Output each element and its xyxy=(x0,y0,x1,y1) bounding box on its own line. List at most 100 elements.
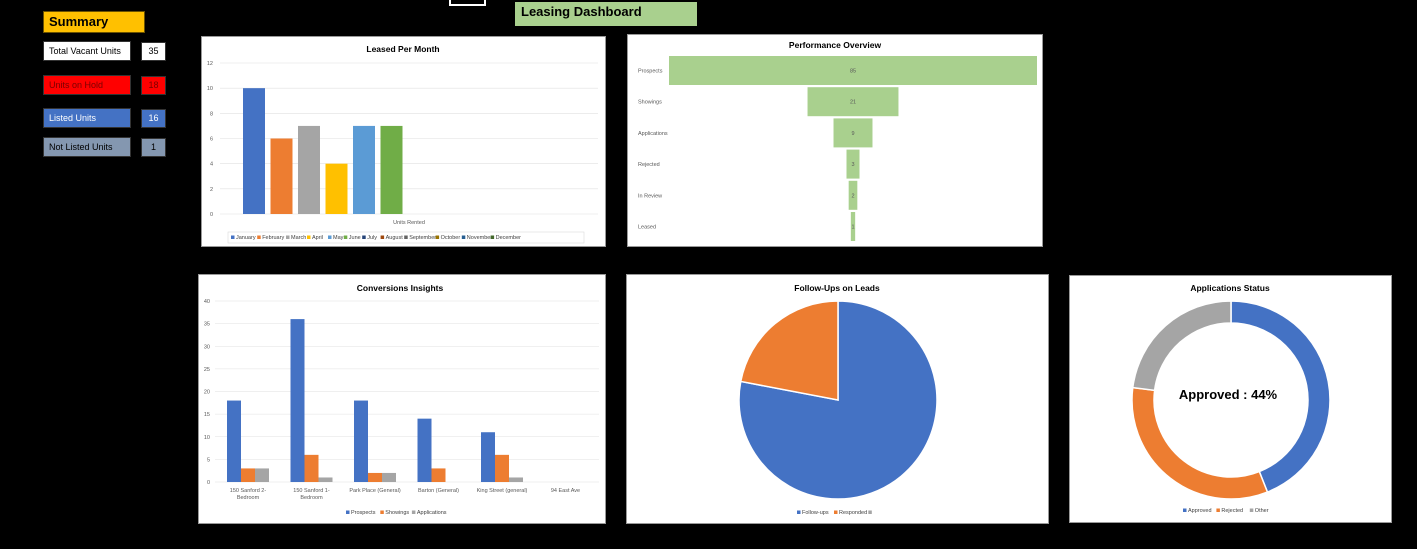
legend-label-january: January xyxy=(236,235,256,241)
funnel-bar-applications xyxy=(833,118,873,148)
summary-label-units-on-hold: Units on Hold xyxy=(43,75,131,95)
legend-swatch-rejected xyxy=(1216,508,1220,512)
funnel-bar-rejected xyxy=(846,149,860,179)
y-tick-label: 15 xyxy=(204,412,210,418)
funnel-category-leased: Leased xyxy=(638,225,656,231)
y-tick-label: 10 xyxy=(207,86,213,92)
legend-label-may: May xyxy=(333,235,344,241)
y-tick-label: 30 xyxy=(204,344,210,350)
y-tick-label: 25 xyxy=(204,367,210,373)
y-tick-label: 10 xyxy=(204,435,210,441)
y-tick-label: 0 xyxy=(210,212,213,218)
legend-swatch-showings xyxy=(380,510,384,514)
chart-title: Leased Per Month xyxy=(366,44,439,54)
legend-label-approved: Approved xyxy=(1188,508,1212,514)
summary-label-total-vacant-units: Total Vacant Units xyxy=(43,41,131,61)
funnel-bar-showings xyxy=(807,87,899,117)
chart-title: Performance Overview xyxy=(789,40,882,50)
funnel-category-showings: Showings xyxy=(638,100,662,106)
legend-swatch-other xyxy=(1249,508,1254,512)
y-tick-label: 8 xyxy=(210,111,213,117)
legend-swatch-june xyxy=(343,235,348,239)
x-tick-label: King Street (general) xyxy=(477,488,528,494)
legend-label-november: November xyxy=(467,235,493,241)
bar-prospects-king-street-general xyxy=(481,432,495,482)
y-tick-label: 6 xyxy=(210,137,213,143)
bar-january xyxy=(243,88,265,214)
legend: Approved Rejected Other xyxy=(1183,508,1269,514)
bar-february xyxy=(270,138,293,214)
bar-prospects-barton-general xyxy=(417,418,432,482)
bar-showings-barton-general xyxy=(431,468,446,482)
legend-swatch-responded xyxy=(834,510,838,514)
legend-label-responded: Responded xyxy=(839,510,867,516)
dashboard-title: Leasing Dashboard xyxy=(515,2,697,26)
y-tick-label: 35 xyxy=(204,322,210,328)
leased-per-month-chart: Leased Per Month 0 2 4 6 8 10 12 Units Rented Jan… xyxy=(201,36,606,247)
legend-swatch-november xyxy=(461,235,466,239)
summary-value-listed-units: 16 xyxy=(141,109,166,128)
segment-rejected xyxy=(1131,386,1269,500)
legend-label-april: April xyxy=(312,235,323,241)
legend-swatch-blank xyxy=(868,510,872,514)
legend-label-follow-ups: Follow-ups xyxy=(802,510,829,516)
funnel-category-prospects: Prospects xyxy=(638,69,663,75)
donut-center-label: Approved : 44% xyxy=(1179,387,1278,402)
bar-showings-park-place-general xyxy=(368,472,382,482)
funnel-value-in-review: 2 xyxy=(851,193,854,199)
funnel-category-applications: Applications xyxy=(638,131,668,137)
slice-responded xyxy=(739,300,839,401)
legend-swatch-may xyxy=(328,235,332,239)
legend-swatch-october xyxy=(435,235,440,239)
legend-swatch-march xyxy=(286,235,290,239)
summary-label-listed-units: Listed Units xyxy=(43,108,131,128)
legend-swatch-august xyxy=(380,235,385,239)
x-tick-label: 150 Sanford 2-Bedroom xyxy=(230,488,267,501)
legend-label-july: July xyxy=(367,235,377,241)
bar-april xyxy=(325,163,348,214)
y-tick-label: 5 xyxy=(207,457,210,463)
funnel-category-in-review: In Review xyxy=(638,193,662,199)
funnel-value-rejected: 3 xyxy=(851,162,854,168)
legend: January February March April May June July Augu… xyxy=(227,231,585,244)
bar-prospects-150-sanford-1-bedroom xyxy=(290,319,305,482)
legend-label-other: Other xyxy=(1255,508,1269,514)
legend-label-december: December xyxy=(496,235,522,241)
bar-applications-king-street-general xyxy=(509,477,523,482)
y-tick-label: 2 xyxy=(210,187,213,193)
y-tick-label: 40 xyxy=(204,299,210,305)
x-tick-label: 94 East Ave xyxy=(551,488,580,494)
performance-overview-svg: Performance Overview85Prospects21Showing… xyxy=(638,40,1037,241)
funnel-value-leased: 1 xyxy=(851,225,854,231)
legend-label-march: March xyxy=(291,235,306,241)
bar-showings-150-sanford-2-bedroom xyxy=(241,468,255,482)
funnel-value-prospects: 85 xyxy=(850,69,856,75)
legend-label-february: February xyxy=(262,235,284,241)
legend-label-june: June xyxy=(349,235,361,241)
summary-value-not-listed-units: 1 xyxy=(141,138,166,157)
bar-showings-king-street-general xyxy=(495,454,509,482)
x-tick-label: Barton (General) xyxy=(418,488,459,494)
conversions-insights-svg: Conversions Insights 0 5 10 15 20 25 30 35 40 150 … xyxy=(204,283,599,516)
legend-swatch-february xyxy=(257,235,261,239)
legend: Follow-ups Responded xyxy=(797,510,872,516)
bar-june xyxy=(380,125,403,214)
legend-swatch-december xyxy=(490,235,495,239)
legend-swatch-july xyxy=(362,235,366,239)
funnel-bar-in-review xyxy=(848,180,858,210)
funnel-value-showings: 21 xyxy=(850,100,856,106)
segment-other xyxy=(1131,300,1232,392)
bar-march xyxy=(298,125,320,214)
follow-ups-svg: Follow-Ups on Leads Follow-ups Responded xyxy=(738,283,938,516)
leased-per-month-svg: Leased Per Month 0 2 4 6 8 10 12 Units Rented Jan… xyxy=(207,44,598,244)
legend: Prospects Showings Applications xyxy=(346,510,447,516)
chart-title: Follow-Ups on Leads xyxy=(794,283,880,293)
applications-status-svg: Applications Status Approved : 44% Approve… xyxy=(1131,283,1331,514)
y-tick-label: 20 xyxy=(204,390,210,396)
legend-swatch-april xyxy=(307,235,311,239)
legend-frame xyxy=(227,231,585,244)
y-tick-label: 12 xyxy=(207,61,213,67)
y-tick-label: 0 xyxy=(207,480,210,486)
legend-label-september: September xyxy=(409,235,436,241)
x-tick-label: Park Place (General) xyxy=(349,488,401,494)
